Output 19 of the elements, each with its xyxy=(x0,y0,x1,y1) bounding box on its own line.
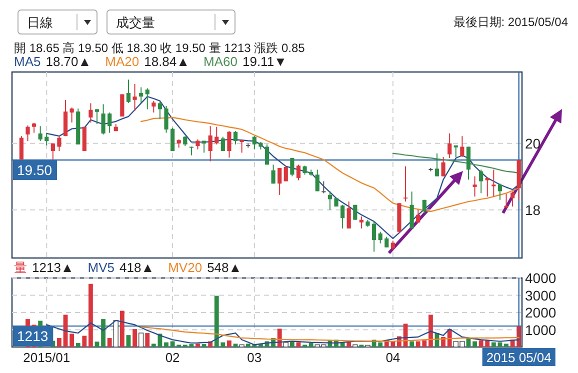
y-tick-label: 1000 xyxy=(525,322,556,338)
ref-line-label: 1213 xyxy=(17,328,48,344)
x-tick-label: 04 xyxy=(386,350,400,365)
ref-line-label: 19.50 xyxy=(17,162,52,178)
y-tick-label: 2000 xyxy=(525,304,556,320)
x-tick-label: 2015/01 xyxy=(23,350,70,365)
legend: MA5 18.70▲ MA20 18.84▲ MA60 19.11▼ xyxy=(14,54,287,69)
y-tick-label: 4000 xyxy=(525,270,556,286)
text: 最後日期: 2015/05/04 xyxy=(453,15,568,29)
y-tick-label: 18 xyxy=(525,202,541,218)
dropdown: 成交量 xyxy=(106,10,236,34)
dropdown: 日線 xyxy=(18,10,98,34)
x-tick-label: 2015 05/04 xyxy=(486,350,552,365)
text: 開 18.65 高 19.50 低 18.30 收 19.50 量 1213 漲跌 0.85 xyxy=(14,41,306,55)
legend: 量 1213▲ MV5 418▲ MV20 548▲ xyxy=(14,260,242,275)
y-tick-label: 3000 xyxy=(525,287,556,304)
y-tick-label: 20 xyxy=(525,135,541,152)
x-tick-label: 02 xyxy=(165,350,180,365)
x-tick-label: 03 xyxy=(247,350,262,365)
